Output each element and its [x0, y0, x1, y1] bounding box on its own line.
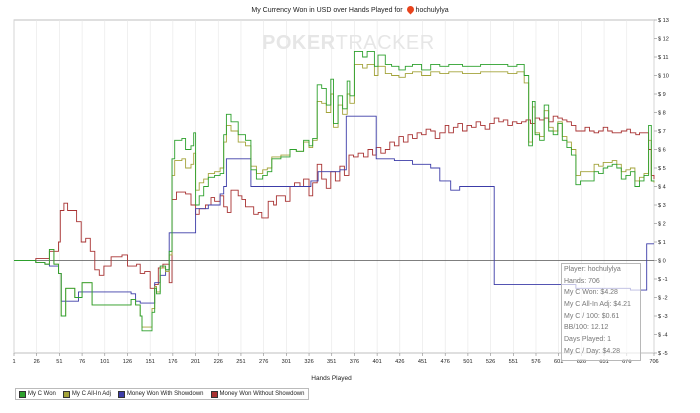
x-tick-label: 476 [441, 359, 450, 365]
y-tick-label: $ 12 [658, 37, 669, 43]
series-line-money-won-with-showdown[interactable] [14, 115, 654, 304]
y-tick-label: $ -4 [658, 333, 668, 339]
series-line-my-c-all-in-adj[interactable] [14, 63, 655, 328]
x-tick-label: 76 [79, 359, 85, 365]
tooltip-days-played: Days Played: 1 [564, 336, 612, 344]
hover-tooltip: Player: hochulylya Hands: 706 My C Won: … [561, 263, 641, 361]
tooltip-per-100: My C / 100: $0.61 [564, 312, 620, 320]
x-tick-label: 301 [282, 359, 291, 365]
y-tick-label: $ 7 [658, 129, 666, 135]
legend-item[interactable]: Money Won Without Showdown [210, 390, 305, 398]
x-tick-label: 576 [531, 359, 540, 365]
vertical-gridlines [13, 20, 655, 353]
x-tick-label: 151 [145, 359, 154, 365]
tooltip-player: Player: hochulylya [564, 266, 621, 273]
tooltip-per-day: My C / Day: $4.28 [564, 347, 621, 355]
x-tick-label: 426 [395, 359, 404, 365]
x-tick-label: 626 [577, 359, 586, 365]
x-tick-label: 526 [486, 359, 495, 365]
x-tick-label: 601 [554, 359, 563, 365]
y-tick-label: $ 9 [658, 92, 666, 98]
series-line-money-won-without-showdown[interactable] [14, 115, 655, 289]
x-tick-label: 1 [12, 359, 15, 365]
x-tick-label: 51 [56, 359, 62, 365]
x-tick-label: 401 [372, 359, 381, 365]
y-tick-label: $ 3 [658, 203, 666, 209]
legend-item[interactable]: Money Won With Showdown [117, 390, 204, 398]
y-tick-label: $ -5 [658, 351, 668, 357]
legend-swatch [117, 390, 125, 398]
x-tick-label: 251 [236, 359, 245, 365]
x-tick-label: 326 [304, 359, 313, 365]
y-tick-label: $ 1 [658, 240, 666, 246]
pokertracker-watermark: POKERTRACKER [262, 32, 435, 54]
y-tick-label: $ 0 [658, 259, 666, 265]
y-tick-label: $ 4 [658, 185, 666, 191]
x-tick-label: 201 [191, 359, 200, 365]
legend-label: My C Won [28, 391, 56, 397]
x-axis: 1 26 51 76 101 126 151 176 201 226 251 276 301 326 351… [12, 353, 659, 365]
x-tick-label: 706 [649, 359, 658, 365]
tooltip-won: My C Won: $4.28 [564, 289, 618, 297]
legend-label: My C All-In Adj [71, 391, 111, 397]
x-tick-label: 26 [34, 359, 40, 365]
tooltip-bb-100: BB/100: 12.12 [564, 324, 609, 332]
x-tick-label: 276 [259, 359, 268, 365]
y-axis: $ -5 $ -4 $ -3 $ -2 $ -1 $ 0 $ 1 $ 2 $ 3 $ 4 $ 5 $ … [654, 18, 669, 357]
series-line-my-c-won[interactable] [14, 50, 655, 332]
legend-swatch [62, 390, 70, 398]
y-tick-label: $ 8 [658, 111, 666, 117]
player-name: hochulylya [415, 7, 449, 14]
legend: My C Won My C All-In Adj Money Won With Sh… [15, 388, 309, 400]
y-tick-label: $ -2 [658, 296, 668, 302]
plot-area [13, 19, 655, 354]
chart-title: My Currency Won in USD over Hands Played… [0, 4, 700, 15]
x-tick-label: 126 [123, 359, 132, 365]
y-tick-label: $ 10 [658, 74, 669, 80]
y-tick-label: $ 5 [658, 166, 666, 172]
x-tick-label: 376 [350, 359, 359, 365]
x-tick-label: 501 [463, 359, 472, 365]
y-tick-label: $ -1 [658, 277, 668, 283]
legend-swatch [210, 390, 218, 398]
x-tick-label: 176 [168, 359, 177, 365]
x-tick-label: 101 [100, 359, 109, 365]
x-tick-label: 351 [327, 359, 336, 365]
x-tick-label: 651 [599, 359, 608, 365]
tooltip-hands: Hands: 706 [564, 277, 600, 285]
y-tick-label: $ 11 [658, 55, 668, 61]
legend-item[interactable]: My C Won [19, 390, 56, 398]
y-tick-label: $ 13 [658, 18, 669, 24]
legend-label: Money Won With Showdown [126, 391, 204, 397]
y-tick-label: $ 6 [658, 148, 666, 154]
x-tick-label: 226 [214, 359, 223, 365]
x-tick-label: 676 [622, 359, 631, 365]
legend-swatch [19, 390, 26, 398]
x-tick-label: 551 [509, 359, 518, 365]
legend-label: Money Won Without Showdown [219, 391, 305, 397]
y-tick-label: $ 2 [658, 222, 666, 228]
tooltip-allin-adj: My C All-In Adj: $4.21 [564, 301, 631, 309]
series-layer [14, 50, 655, 332]
x-axis-label: Hands Played [311, 375, 352, 382]
legend-item[interactable]: My C All-In Adj [62, 390, 111, 398]
y-tick-label: $ -3 [658, 314, 668, 320]
x-tick-label: 451 [418, 359, 427, 365]
